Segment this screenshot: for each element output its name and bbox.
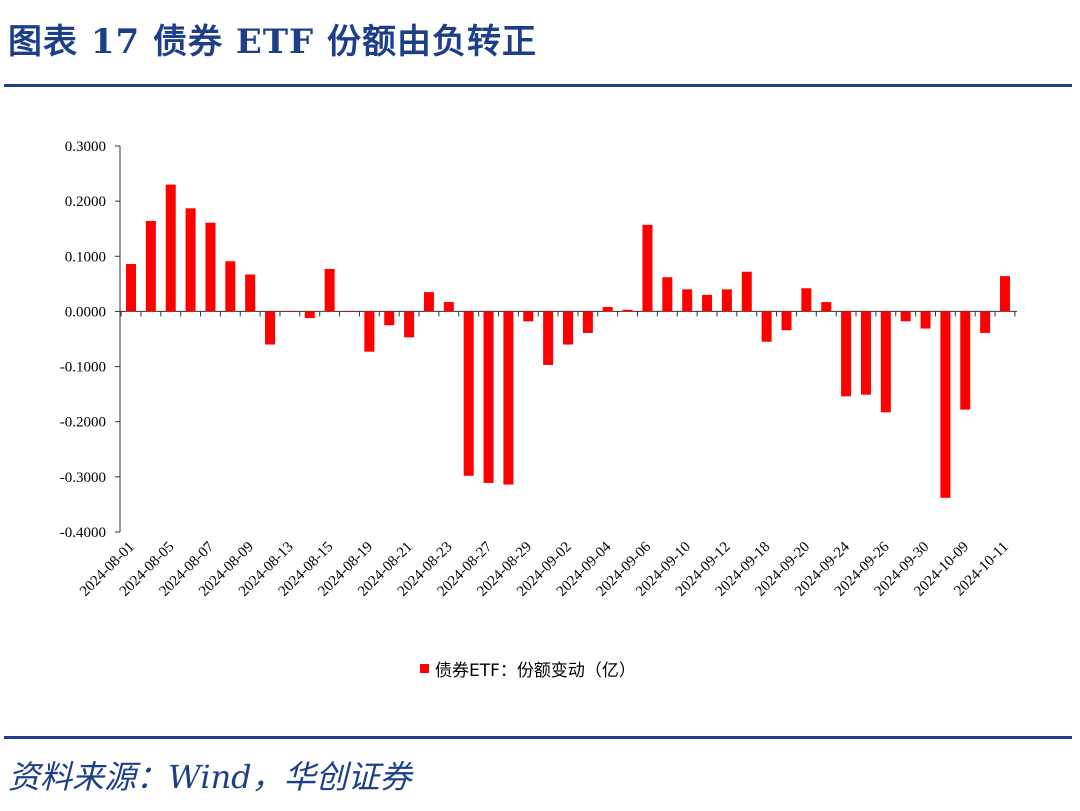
bar-2024-08-13 xyxy=(284,311,295,312)
bar-2024-08-12 xyxy=(265,311,276,345)
bar-2024-09-03 xyxy=(582,311,593,333)
y-tick-label: 0.2000 xyxy=(65,194,106,210)
bar-2024-10-10 xyxy=(980,311,991,333)
bar-2024-08-14 xyxy=(304,311,315,319)
bar-2024-09-02 xyxy=(563,311,573,345)
bar-2024-09-30 xyxy=(920,311,931,329)
bar-2024-10-08 xyxy=(940,311,951,498)
bar-2024-09-06 xyxy=(642,224,653,312)
bar-2024-08-23 xyxy=(443,302,454,312)
bar-2024-09-24 xyxy=(841,311,852,397)
bar-2024-08-29 xyxy=(523,311,534,322)
y-tick-label: -0.1000 xyxy=(60,360,106,376)
bar-2024-08-28 xyxy=(503,311,514,485)
bar-2024-08-06 xyxy=(185,208,196,312)
bar-2024-09-12 xyxy=(721,289,732,312)
y-tick-label: -0.4000 xyxy=(60,525,106,541)
bar-2024-09-26 xyxy=(880,311,891,413)
bar-2024-09-27 xyxy=(900,311,911,322)
y-tick-label: 0.1000 xyxy=(65,249,106,265)
bar-2024-08-30 xyxy=(543,311,554,365)
bar-2024-08-20 xyxy=(384,311,395,326)
bar-2024-08-01 xyxy=(126,264,136,312)
bar-2024-09-04 xyxy=(602,307,613,312)
bar-2024-08-15 xyxy=(324,268,335,312)
legend-swatch xyxy=(420,664,429,673)
bar-2024-08-05 xyxy=(165,184,176,312)
bar-2024-09-20 xyxy=(801,288,812,312)
bar-2024-08-08 xyxy=(225,261,236,312)
bar-2024-08-07 xyxy=(205,222,216,312)
bar-2024-09-25 xyxy=(860,311,871,395)
bar-2024-08-27 xyxy=(483,311,494,483)
bar-2024-08-26 xyxy=(463,311,474,476)
bar-2024-09-23 xyxy=(821,302,832,312)
y-tick-label: 0.0000 xyxy=(65,304,106,320)
legend: 债券ETF：份额变动（亿） xyxy=(420,656,636,681)
bar-2024-09-10 xyxy=(682,289,693,312)
top-rule xyxy=(4,84,1072,87)
y-tick-label: -0.2000 xyxy=(60,415,106,431)
y-tick-label: 0.3000 xyxy=(65,139,106,155)
source-note: 资料来源：Wind，华创证券 xyxy=(8,758,412,796)
legend-label: 债券ETF：份额变动（亿） xyxy=(435,661,636,681)
y-tick-label: -0.3000 xyxy=(60,470,106,486)
bar-2024-09-13 xyxy=(741,271,752,312)
bar-2024-08-22 xyxy=(423,292,434,312)
figure-title: 图表 17 债券 ETF 份额由负转正 xyxy=(8,22,538,62)
bar-2024-09-19 xyxy=(781,311,792,331)
bar-2024-09-09 xyxy=(662,277,673,312)
bar-2024-08-19 xyxy=(364,311,375,352)
bar-2024-09-05 xyxy=(622,309,633,312)
bar-2024-08-21 xyxy=(404,311,415,338)
bar-2024-10-11 xyxy=(1000,276,1010,312)
bar-2024-09-18 xyxy=(761,311,772,342)
bar-2024-09-11 xyxy=(702,294,713,312)
bar-2024-08-02 xyxy=(145,220,156,312)
bar-chart: 0.3000 0.2000 0.1000 0.0000 -0.1000 -0.2000 -0… xyxy=(60,139,1017,600)
bottom-rule xyxy=(4,736,1072,739)
bar-2024-08-09 xyxy=(245,274,256,312)
bar-2024-10-09 xyxy=(960,311,971,410)
bar-2024-08-16 xyxy=(344,311,355,312)
